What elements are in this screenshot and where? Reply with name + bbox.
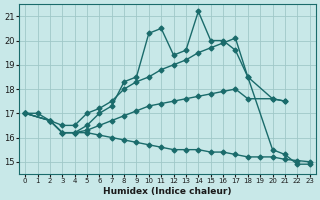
X-axis label: Humidex (Indice chaleur): Humidex (Indice chaleur) [103, 187, 232, 196]
